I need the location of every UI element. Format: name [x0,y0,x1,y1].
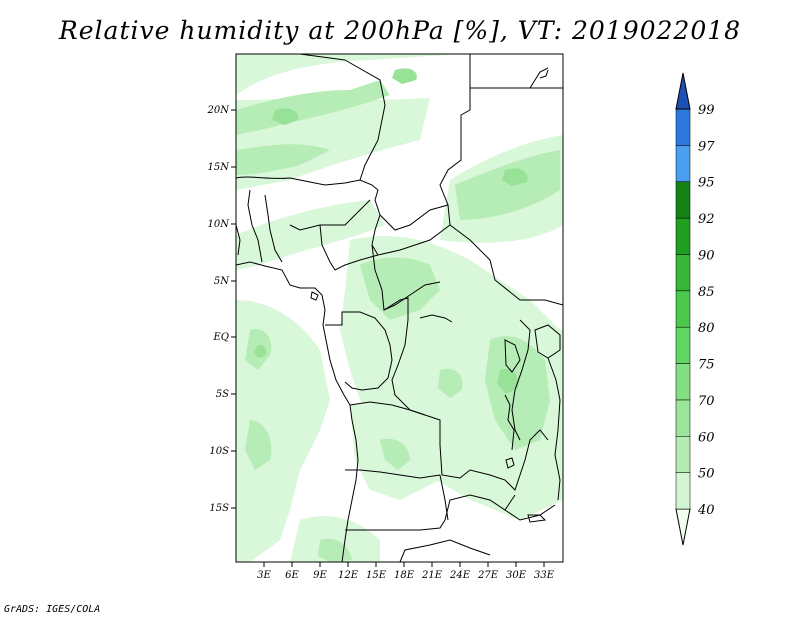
lat-tick-labels: 20N 15N 10N 5N EQ 5S 10S 15S [207,105,231,514]
lat-tick-label: EQ [213,332,230,343]
colorbar-segment [675,217,691,255]
lon-tick-label: 15E [366,570,387,581]
colorbar-label: 85 [698,285,715,300]
chart-title: Relative humidity at 200hPa [%], VT: 201… [58,16,742,45]
coastlines-borders [236,54,563,562]
colorbar-segment [675,108,691,146]
lon-tick-label: 3E [257,570,271,581]
colorbar-segment [675,254,691,292]
lat-tick-label: 5S [216,389,229,400]
colorbar-segment [675,290,691,328]
lat-tick-label: 10N [208,219,231,230]
map-plot: 3E 6E 9E 12E 15E 18E 21E 24E 27E 30E 33E… [207,53,564,581]
colorbar-lower-arrow [675,508,691,546]
colorbar-segment [675,436,691,473]
lon-tick-label: 18E [394,570,415,581]
lon-tick-label: 27E [477,570,499,581]
grads-credit: GrADS: IGES/COLA [4,604,101,615]
colorbar-segment [675,326,691,364]
lon-tick-label: 6E [285,570,299,581]
axis-ticks [231,109,545,567]
colorbar-label: 80 [698,321,715,336]
colorbar-label: 99 [698,103,715,118]
lon-tick-label: 30E [506,570,527,581]
plot-frame [235,53,564,563]
colorbar-label: 90 [698,248,715,263]
lon-tick-label: 12E [338,570,359,581]
humidity-shading [236,54,563,562]
colorbar-label: 70 [698,394,715,409]
colorbar-segment [675,181,691,219]
colorbar-label: 95 [698,176,715,191]
lon-tick-label: 21E [421,570,443,581]
lat-tick-label: 15N [208,162,231,173]
colorbar-segment [675,363,691,401]
lon-tick-label: 24E [449,570,471,581]
lon-tick-label: 33E [534,570,555,581]
colorbar-segment [675,145,691,182]
colorbar-label: 75 [698,358,715,373]
colorbar-upper-arrow [675,72,691,110]
colorbar-label: 97 [698,139,715,154]
colorbar-segment [675,472,691,510]
colorbar: 40 50 60 70 75 80 85 90 92 95 97 99 [675,72,715,546]
lat-tick-label: 5N [214,276,230,287]
lat-tick-label: 10S [209,446,229,457]
lat-tick-label: 20N [207,105,231,116]
colorbar-segment [675,399,691,437]
colorbar-label: 60 [698,430,715,445]
lat-tick-label: 15S [209,503,229,514]
colorbar-label: 92 [698,212,715,227]
lon-tick-label: 9E [313,570,327,581]
colorbar-label: 40 [697,503,715,518]
colorbar-label: 50 [698,467,715,482]
lon-tick-labels: 3E 6E 9E 12E 15E 18E 21E 24E 27E 30E 33E [257,570,555,581]
